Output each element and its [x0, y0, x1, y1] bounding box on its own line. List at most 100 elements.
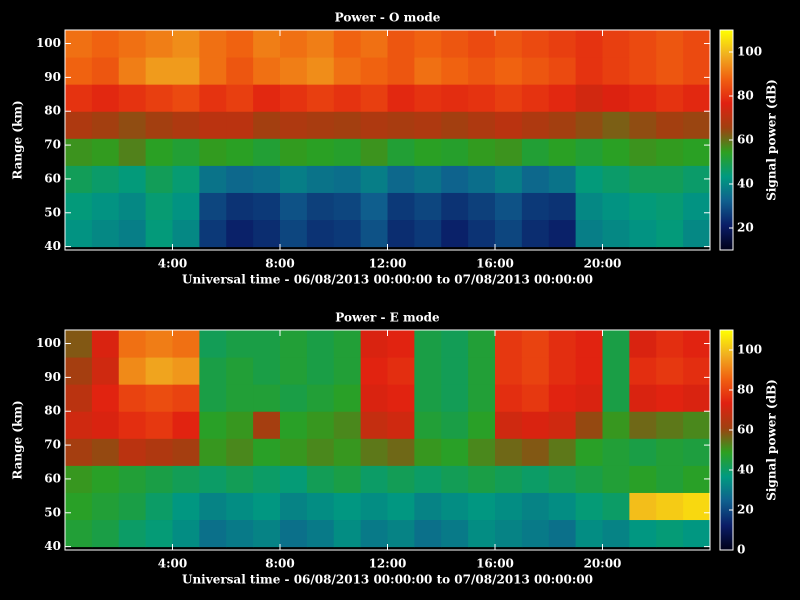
cell — [495, 111, 523, 139]
cell — [172, 384, 200, 412]
cell — [521, 165, 550, 193]
cell — [575, 219, 603, 248]
cell — [333, 138, 362, 166]
cell — [683, 57, 710, 85]
cell — [521, 411, 550, 439]
cell — [656, 219, 684, 248]
cell — [521, 138, 550, 166]
cell — [629, 111, 657, 139]
cell — [468, 357, 496, 385]
cell — [656, 165, 684, 193]
cell — [414, 492, 442, 521]
cell — [414, 330, 442, 358]
cell — [575, 357, 603, 385]
cell — [199, 84, 227, 112]
cell — [656, 438, 684, 466]
cell — [602, 192, 630, 221]
cell — [629, 411, 657, 439]
cell — [91, 465, 120, 493]
cell — [468, 30, 496, 58]
cell — [441, 384, 469, 412]
cell — [441, 519, 469, 548]
cell — [118, 84, 147, 112]
cell — [172, 138, 200, 166]
y-tick-label: 50 — [44, 505, 61, 519]
chart-title: Power - E mode — [335, 311, 440, 325]
cell — [575, 330, 603, 358]
cell — [602, 492, 630, 521]
cell — [387, 30, 415, 58]
cell — [602, 111, 630, 139]
cell — [387, 111, 415, 139]
cell — [468, 138, 496, 166]
cell — [253, 138, 281, 166]
cell — [656, 111, 684, 139]
cell — [468, 165, 496, 193]
colorbar-tick-label: 40 — [737, 177, 754, 191]
cell — [387, 84, 415, 112]
cell — [65, 519, 93, 548]
cell — [521, 30, 550, 58]
cell — [118, 57, 147, 85]
cell — [548, 84, 577, 112]
cell — [387, 519, 415, 548]
cell — [602, 30, 630, 58]
cell — [199, 330, 227, 358]
cell — [495, 357, 523, 385]
cell — [575, 192, 603, 221]
cell — [495, 384, 523, 412]
cell — [145, 330, 173, 358]
cell — [575, 84, 603, 112]
cell — [414, 165, 442, 193]
cell — [306, 519, 335, 548]
cell — [656, 84, 684, 112]
cell — [656, 384, 684, 412]
cell — [172, 165, 200, 193]
cell — [602, 465, 630, 493]
cell — [360, 30, 388, 58]
cell — [306, 219, 335, 248]
cell — [360, 330, 388, 358]
cell — [387, 438, 415, 466]
cell — [253, 165, 281, 193]
cell — [306, 438, 335, 466]
y-axis-label: Range (km) — [11, 400, 25, 479]
cell — [575, 30, 603, 58]
cell — [441, 357, 469, 385]
x-tick-label: 8:00 — [265, 257, 294, 271]
cell — [333, 492, 362, 521]
cell — [172, 411, 200, 439]
cell — [199, 492, 227, 521]
heatmap-cells — [65, 30, 710, 248]
cell — [656, 465, 684, 493]
cell — [602, 519, 630, 548]
cell — [414, 411, 442, 439]
cell — [575, 465, 603, 493]
colorbar-tick-label: 20 — [737, 503, 754, 517]
cell — [602, 438, 630, 466]
cell — [172, 465, 200, 493]
cell — [629, 357, 657, 385]
cell — [521, 57, 550, 85]
cell — [387, 411, 415, 439]
cell — [145, 219, 173, 248]
cell — [306, 111, 335, 139]
cell — [602, 165, 630, 193]
cell — [495, 219, 523, 248]
cell — [172, 84, 200, 112]
cell — [360, 357, 388, 385]
cell — [683, 492, 710, 521]
cell — [387, 165, 415, 193]
cell — [226, 30, 254, 58]
cell — [226, 57, 254, 85]
cell — [118, 492, 147, 521]
cell — [495, 30, 523, 58]
x-tick-label: 16:00 — [476, 257, 514, 271]
cell — [414, 84, 442, 112]
cell — [280, 219, 308, 248]
cell — [199, 138, 227, 166]
cell — [118, 465, 147, 493]
cell — [253, 111, 281, 139]
y-tick-label: 60 — [44, 171, 61, 185]
cell — [172, 57, 200, 85]
